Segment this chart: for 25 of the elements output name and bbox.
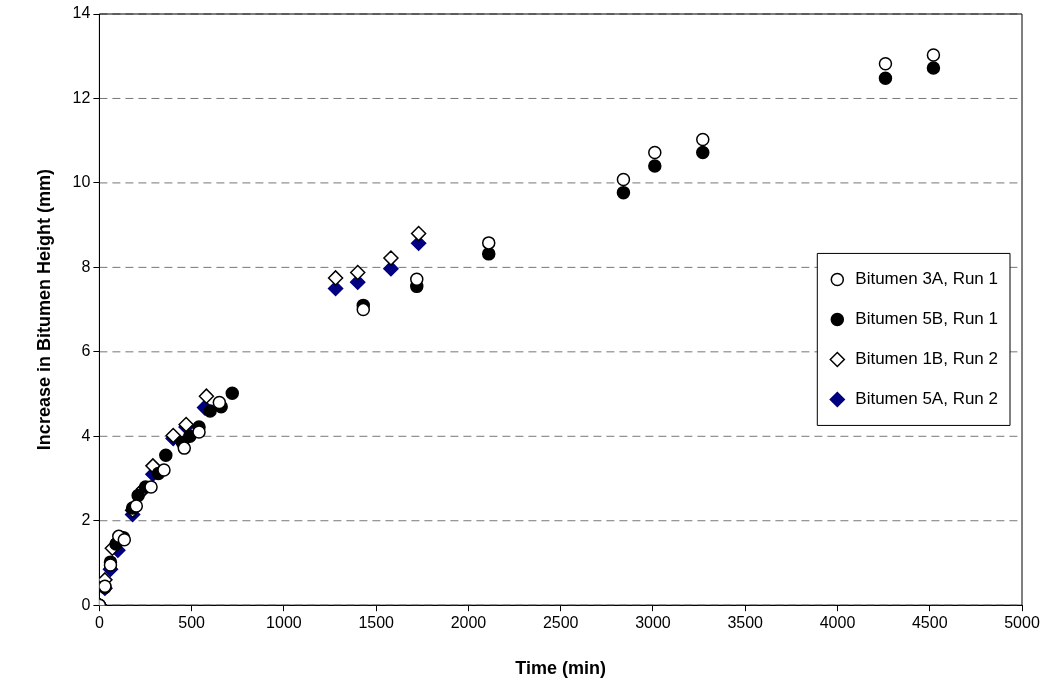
y-axis-title: Increase in Bitumen Height (mm)	[33, 169, 54, 451]
x-tick-label: 1000	[266, 614, 302, 632]
y-tick-label: 6	[81, 342, 91, 360]
legend-label: Bitumen 1B, Run 2	[855, 349, 999, 369]
y-tick-label: 4	[81, 426, 91, 444]
x-axis-title: Time (min)	[515, 658, 607, 679]
x-tick-label: 500	[178, 614, 206, 632]
x-tick-label: 2000	[450, 614, 487, 632]
x-tick-label: 4500	[911, 614, 948, 632]
y-tick-label: 8	[81, 257, 91, 275]
legend-label: Bitumen 3A, Run 1	[855, 269, 999, 289]
y-tick-label: 10	[72, 173, 91, 191]
x-tick-label: 5000	[1004, 614, 1040, 632]
y-tick-label: 14	[72, 4, 91, 22]
legend-label: Bitumen 5A, Run 2	[855, 389, 999, 409]
x-tick-label: 0	[94, 614, 104, 632]
x-tick-label: 4000	[819, 614, 856, 632]
y-tick-label: 0	[81, 595, 91, 613]
y-tick-label: 12	[72, 88, 91, 106]
x-tick-label: 3500	[727, 614, 764, 632]
x-tick-label: 3000	[635, 614, 671, 632]
y-tick-label: 2	[81, 511, 91, 529]
x-tick-label: 1500	[358, 614, 395, 632]
x-tick-label: 2500	[542, 614, 579, 632]
legend-label: Bitumen 5B, Run 1	[855, 309, 999, 329]
